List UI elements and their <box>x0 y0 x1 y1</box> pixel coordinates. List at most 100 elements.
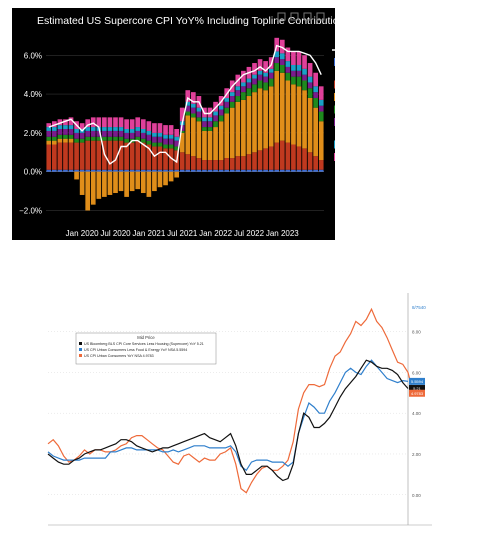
bar-segment <box>302 90 307 149</box>
bar-segment <box>291 64 296 71</box>
bar-segment <box>146 121 152 131</box>
bar-segment <box>196 158 202 170</box>
bar-segment <box>174 146 179 151</box>
bar-segment <box>140 169 146 172</box>
bar-segment <box>274 142 280 170</box>
bar-segment <box>135 140 141 170</box>
bar-segment <box>279 39 285 54</box>
bar-segment <box>52 144 57 170</box>
bar-segment <box>135 130 141 137</box>
bar-segment <box>185 169 191 172</box>
bar-segment <box>135 169 141 172</box>
bar-segment <box>107 171 113 195</box>
bar-segment <box>52 127 57 131</box>
bar-segment <box>163 171 168 186</box>
legend-label: US CPI Urban Consumers YoY NSA 4.9783 <box>84 354 154 358</box>
bar-segment <box>168 138 174 145</box>
bar-segment <box>96 169 102 172</box>
bar-segment <box>207 130 213 161</box>
bar-segment <box>302 80 307 91</box>
legend-swatch <box>334 58 335 66</box>
bar-segment <box>268 78 274 87</box>
bar-segment <box>191 113 196 118</box>
bar-segment <box>124 129 129 133</box>
bar-segment <box>318 121 324 161</box>
y-tick-label: 4.00 <box>412 411 421 416</box>
bar-segment <box>113 136 118 141</box>
bar-segment <box>163 134 168 139</box>
bar-segment <box>257 169 263 172</box>
bar-segment <box>113 171 118 194</box>
bar-segment <box>96 140 102 170</box>
bar-segment <box>307 88 313 98</box>
bar-segment <box>213 111 218 116</box>
legend-label: US CPI Urban Consumers Less Food & Energ… <box>84 348 187 352</box>
bar-segment <box>235 90 241 97</box>
bar-segment <box>279 53 285 60</box>
series-line <box>47 359 409 482</box>
bar-segment <box>202 160 207 170</box>
y-tick-labels: 0.00 2.00 4.00 6.00 8.00 8/7540 <box>412 305 426 498</box>
bar-segment <box>291 84 296 145</box>
bar-segment <box>146 130 152 135</box>
bar-segment <box>179 169 185 172</box>
bar-segment <box>96 117 102 128</box>
bar-segment <box>268 68 274 73</box>
bar-segment <box>302 74 307 81</box>
bar-segment <box>285 80 291 143</box>
bar-segment <box>279 169 285 172</box>
bar-segment <box>263 72 268 77</box>
bar-segment <box>79 169 85 172</box>
bar-segment <box>296 169 302 172</box>
bar-segment <box>90 130 96 137</box>
bar-segment <box>146 134 152 141</box>
bar-segment <box>263 76 268 83</box>
bar-segment <box>68 134 74 139</box>
bar-segment <box>118 140 124 170</box>
bar-segment <box>118 171 124 192</box>
home-icon <box>277 12 286 21</box>
bar-segment <box>274 70 280 143</box>
bar-segment <box>207 117 213 122</box>
legend-box: Mid Price US Bloomberg BLS CPI Core Servi… <box>75 332 217 365</box>
bar-segment <box>157 123 163 133</box>
legend-swatch <box>334 93 335 101</box>
bar-segment <box>207 169 213 172</box>
y-tick-label: 2.00 <box>412 452 421 457</box>
y-tick-label: 6.0% <box>24 51 42 60</box>
bar-segment <box>52 136 57 141</box>
bar-segment <box>307 82 313 89</box>
bar-segment <box>285 61 291 67</box>
bar-segment <box>252 92 257 153</box>
bar-segment <box>152 132 157 137</box>
bar-segment <box>152 136 157 143</box>
bar-segment <box>85 136 91 141</box>
bar-segment <box>113 117 118 128</box>
value-badge <box>409 377 425 385</box>
bar-segment <box>46 136 52 141</box>
bar-segment <box>124 132 129 139</box>
bar-segment <box>263 82 268 91</box>
bar-segment <box>157 132 163 137</box>
bar-segment <box>202 127 207 131</box>
bar-segment <box>179 107 185 122</box>
bar-segment <box>179 130 185 133</box>
y-tick-label: 6.00 <box>412 370 421 375</box>
bar-segment <box>279 72 285 141</box>
series-line <box>47 307 419 494</box>
bar-segment <box>307 169 313 172</box>
stacked-bars <box>46 37 324 211</box>
bar-segment <box>168 171 174 182</box>
bar-segment <box>46 144 52 170</box>
chart-title: Estimated US Supercore CPI YoY% Includin… <box>37 15 335 27</box>
bar-segment <box>118 130 124 137</box>
bar-segment <box>124 171 129 197</box>
legend-swatch <box>334 118 335 126</box>
bar-segment <box>224 113 230 159</box>
bar-segment <box>90 171 96 205</box>
bar-segment <box>157 146 163 170</box>
bar-segment <box>52 140 57 145</box>
bar-segment <box>174 171 179 178</box>
bar-segment <box>90 117 96 128</box>
bar-segment <box>140 138 146 143</box>
